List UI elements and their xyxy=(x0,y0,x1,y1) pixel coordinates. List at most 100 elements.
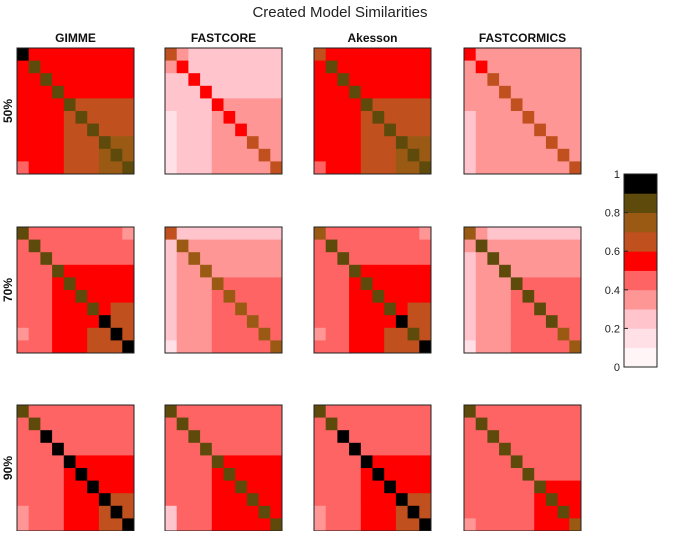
heatmap-cell xyxy=(28,111,41,124)
heatmap-cell xyxy=(395,148,408,162)
heatmap-cell xyxy=(360,73,373,87)
heatmap-cell xyxy=(407,340,420,354)
heatmap-cell xyxy=(165,136,178,150)
heatmap-cell xyxy=(522,455,535,469)
heatmap-cell xyxy=(75,480,88,494)
heatmap-cell xyxy=(122,239,135,253)
row-label-50pct: 50% xyxy=(1,99,15,123)
heatmap-cell xyxy=(223,123,236,137)
heatmap-fastcore-70pct xyxy=(164,226,283,354)
heatmap-cell xyxy=(98,60,111,74)
heatmap-cell xyxy=(188,161,201,175)
heatmap-cell xyxy=(40,493,53,507)
heatmap-cell xyxy=(246,405,259,418)
heatmap-cell xyxy=(569,136,582,150)
heatmap-cell xyxy=(475,277,488,291)
heatmap-cell xyxy=(87,480,100,494)
heatmap-cell xyxy=(211,98,224,112)
heatmap-cell xyxy=(314,315,327,329)
heatmap-cell xyxy=(372,468,385,481)
heatmap-cell xyxy=(52,455,65,469)
heatmap-cell xyxy=(360,315,373,329)
heatmap-cell xyxy=(557,315,570,329)
heatmap-cell xyxy=(475,239,488,253)
heatmap-cell xyxy=(510,430,523,444)
heatmap-cell xyxy=(545,239,558,253)
heatmap-cell xyxy=(360,239,373,253)
heatmap-cell xyxy=(211,227,224,240)
heatmap-cell xyxy=(211,148,224,162)
heatmap-cell xyxy=(122,455,135,469)
heatmap-cell xyxy=(17,148,30,162)
heatmap-cell xyxy=(499,136,512,150)
heatmap-cell xyxy=(419,430,432,444)
heatmap-cell xyxy=(569,252,582,266)
heatmap-cell xyxy=(40,111,53,124)
heatmap-cell xyxy=(464,405,477,418)
heatmap-cell xyxy=(223,518,236,532)
heatmap-cell xyxy=(258,505,271,519)
heatmap-cell xyxy=(419,417,432,431)
heatmap-cell xyxy=(372,264,385,278)
heatmap-cell xyxy=(122,340,135,354)
heatmap-cell xyxy=(464,327,477,341)
heatmap-cell xyxy=(122,264,135,278)
heatmap-cell xyxy=(534,468,547,481)
heatmap-cell xyxy=(17,493,30,507)
heatmap-cell xyxy=(110,290,123,303)
heatmap-cell xyxy=(235,315,248,329)
heatmap-cell xyxy=(510,264,523,278)
heatmap-cell xyxy=(395,340,408,354)
heatmap-cell xyxy=(475,302,488,316)
heatmap-cell xyxy=(545,417,558,431)
heatmap-cell xyxy=(75,340,88,354)
heatmap-cell xyxy=(110,136,123,150)
heatmap-frame xyxy=(16,47,135,175)
heatmap-cell xyxy=(75,239,88,253)
heatmap-cell xyxy=(395,468,408,481)
heatmap-cell xyxy=(475,442,488,456)
heatmap-cell xyxy=(122,493,135,507)
heatmap-cell xyxy=(395,493,408,507)
heatmap-cell xyxy=(372,161,385,175)
heatmap-cell xyxy=(52,442,65,456)
heatmap-cell xyxy=(487,239,500,253)
heatmap-cell xyxy=(499,252,512,266)
heatmap-cell xyxy=(110,340,123,354)
heatmap-cell xyxy=(487,468,500,481)
heatmap-cell xyxy=(75,315,88,329)
heatmap-cell xyxy=(270,264,283,278)
heatmap-cell xyxy=(165,417,178,431)
heatmap-cell xyxy=(28,417,41,431)
colorbar-tick-label: 0.8 xyxy=(605,208,620,220)
heatmap-cell xyxy=(28,340,41,354)
heatmap-cell xyxy=(419,455,432,469)
heatmap-cell xyxy=(258,148,271,162)
heatmap-cell xyxy=(337,161,350,175)
heatmap-cell xyxy=(522,136,535,150)
heatmap-cell xyxy=(407,290,420,303)
heatmap-cell xyxy=(165,493,178,507)
colorbar-tick-label: 0 xyxy=(614,362,620,374)
heatmap-cell xyxy=(545,60,558,74)
heatmap-cell xyxy=(258,239,271,253)
heatmap-cell xyxy=(349,277,362,291)
heatmap-cell xyxy=(165,264,178,278)
heatmap-cell xyxy=(314,73,327,87)
heatmap-cell xyxy=(487,136,500,150)
heatmap-cell xyxy=(270,417,283,431)
heatmap-cell xyxy=(510,239,523,253)
heatmap-cell xyxy=(188,302,201,316)
heatmap-cell xyxy=(569,405,582,418)
heatmap-cell xyxy=(176,315,189,329)
heatmap-cell xyxy=(235,239,248,253)
heatmap-cell xyxy=(557,455,570,469)
heatmap-cell xyxy=(122,48,135,61)
heatmap-cell xyxy=(395,480,408,494)
heatmap-cell xyxy=(360,48,373,61)
heatmap-cell xyxy=(223,455,236,469)
heatmap-cell xyxy=(98,518,111,532)
heatmap-cell xyxy=(188,73,201,87)
heatmap-cell xyxy=(557,136,570,150)
heatmap-cell xyxy=(360,340,373,354)
